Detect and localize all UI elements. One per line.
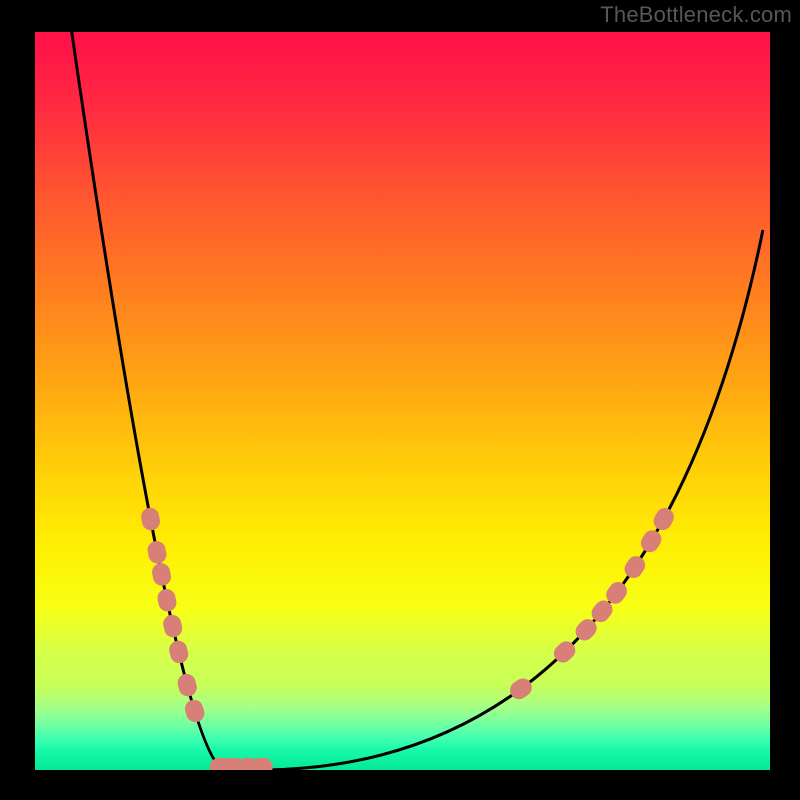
chart-plot bbox=[35, 32, 770, 770]
chart-background bbox=[35, 32, 770, 770]
bead bbox=[251, 759, 273, 770]
